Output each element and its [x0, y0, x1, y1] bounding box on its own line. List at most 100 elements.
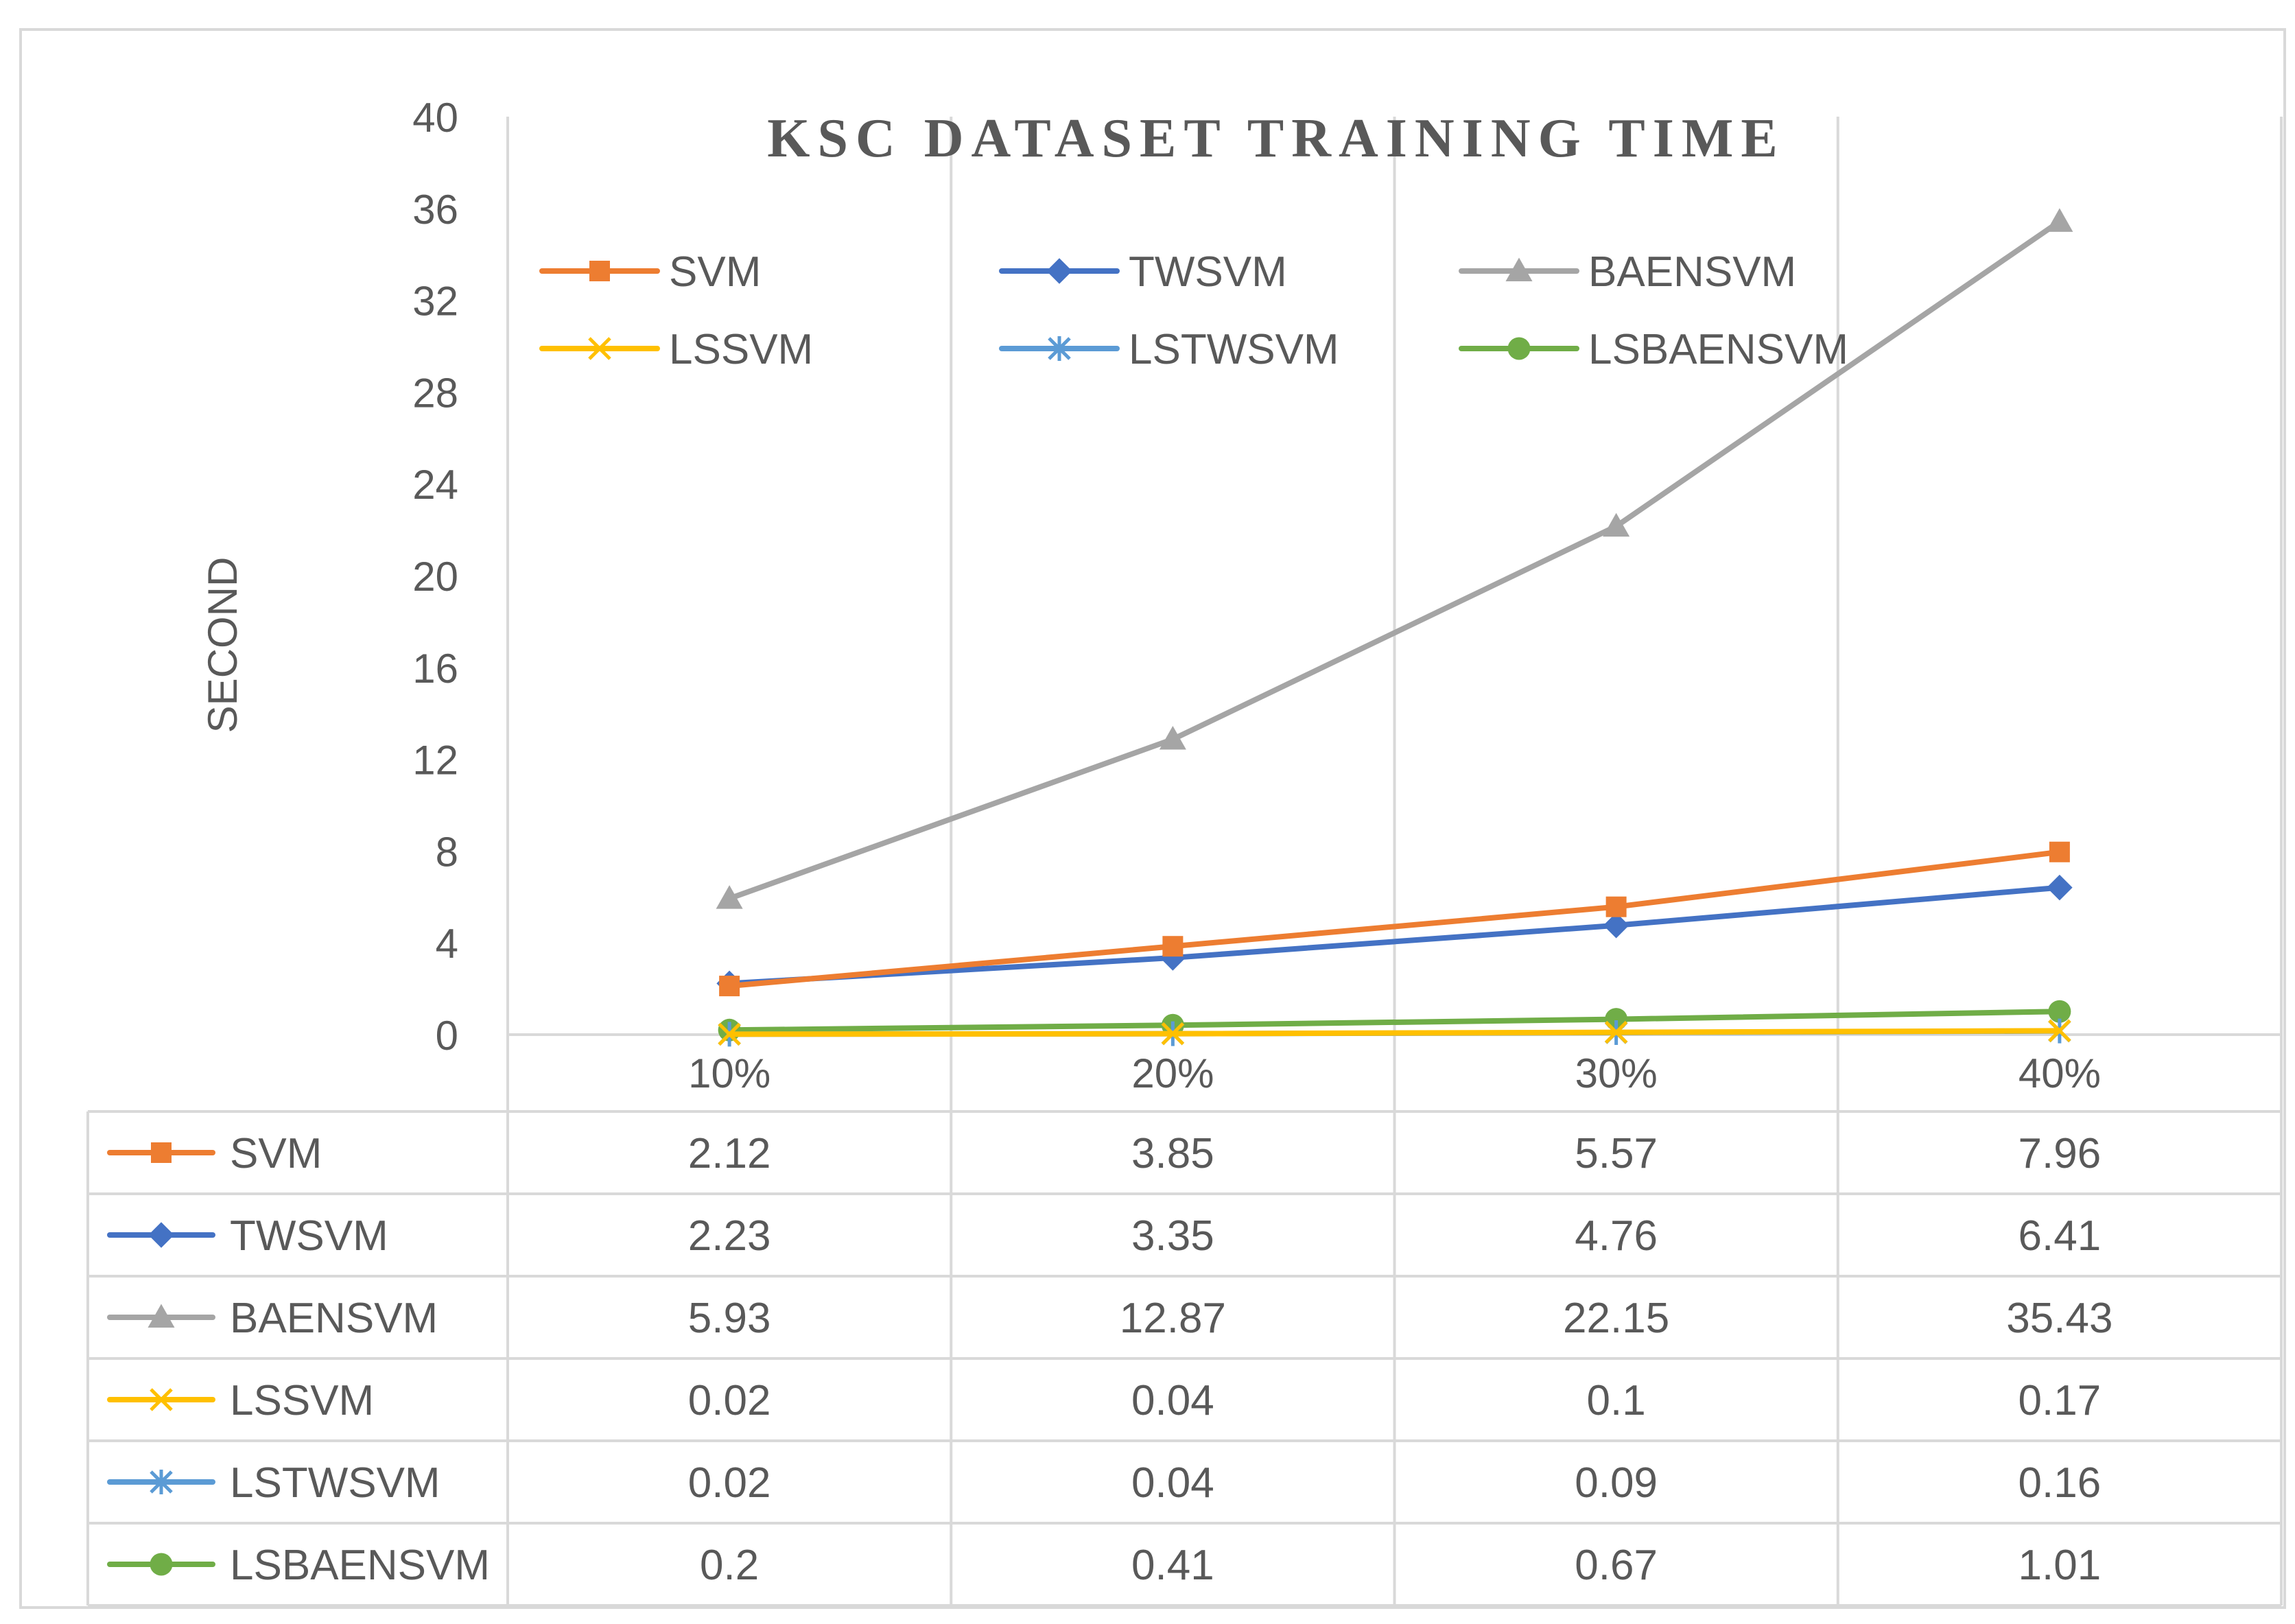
table-cell-value: 5.93 — [688, 1295, 771, 1342]
data-point-marker — [1605, 896, 1627, 917]
table-cell-value: 0.09 — [1575, 1459, 1658, 1507]
data-point-marker — [148, 1304, 175, 1328]
table-cell-value: 1.01 — [2019, 1542, 2102, 1589]
table-cell-value: 2.23 — [688, 1212, 771, 1260]
series-line — [727, 1028, 2062, 1037]
table-cell-value: 2.12 — [688, 1130, 771, 1177]
table-cell-value: 0.16 — [2019, 1459, 2102, 1507]
legend-label: SVM — [669, 248, 761, 296]
data-point-marker — [2047, 874, 2073, 901]
data-point-marker — [1507, 337, 1531, 360]
table-cell-value: 22.15 — [1563, 1295, 1669, 1342]
table-cell-value: 0.17 — [2019, 1377, 2102, 1424]
data-point-marker — [2046, 208, 2073, 232]
table-cell-value: 6.41 — [2019, 1212, 2102, 1260]
legend-item-lstwsvm: LSTWSVM — [999, 326, 1339, 373]
x-axis: 10% 20% 30% 40% — [688, 1050, 2101, 1096]
table-cell-value: 4.76 — [1575, 1212, 1658, 1260]
y-tick-label: 12 — [412, 738, 458, 784]
data-table: SVM 2.12 3.85 5.57 7.96 TWSVM 2.23 3.35 4.76 6.41… — [86, 1110, 2281, 1607]
chart-border — [19, 28, 2286, 1609]
data-point-marker — [589, 261, 610, 281]
table-cell-value: 3.85 — [1131, 1130, 1214, 1177]
y-axis: 0 4 8 12 16 20 24 28 32 36 40 — [412, 95, 458, 1059]
table-row: LSTWSVM 0.02 0.04 0.09 0.16 — [107, 1459, 2102, 1507]
data-point-marker — [719, 976, 740, 997]
table-row-label: LSTWSVM — [230, 1459, 440, 1507]
data-point-marker — [718, 1022, 741, 1046]
legend-item-baensvm: BAENSVM — [1459, 248, 1796, 296]
table-row: BAENSVM 5.93 12.87 22.15 35.43 — [107, 1295, 2112, 1342]
data-point-marker — [588, 337, 611, 360]
x-tick-label: 30% — [1575, 1050, 1658, 1096]
data-point-marker — [1048, 336, 1071, 361]
y-tick-label: 8 — [436, 829, 458, 875]
table-cell-value: 0.1 — [1587, 1377, 1646, 1424]
legend: SVM TWSVM BAENSVM LSSVM LSTWSVM LSBAENSVM — [539, 248, 1848, 373]
series-line — [727, 218, 2062, 902]
table-row: LSBAENSVM 0.2 0.41 0.67 1.01 — [107, 1542, 2102, 1589]
data-point-marker — [1159, 725, 1186, 750]
x-tick-label: 10% — [688, 1050, 770, 1096]
series-svm — [719, 841, 2070, 997]
legend-item-lsbaensvm: LSBAENSVM — [1459, 326, 1848, 373]
data-point-marker — [150, 1553, 173, 1576]
y-tick-label: 20 — [412, 554, 458, 600]
x-tick-label: 20% — [1131, 1050, 1214, 1096]
table-row-label: LSBAENSVM — [230, 1542, 490, 1589]
data-point-marker — [2048, 1019, 2071, 1043]
data-point-marker — [150, 1388, 173, 1411]
table-row: TWSVM 2.23 3.35 4.76 6.41 — [107, 1212, 2102, 1260]
table-cell-value: 35.43 — [2006, 1295, 2112, 1342]
chart-title: KSC DATASET TRAINING TIME — [767, 108, 1785, 169]
data-point-marker — [1162, 936, 1184, 957]
legend-label: BAENSVM — [1588, 248, 1796, 296]
data-point-marker — [716, 885, 743, 909]
data-point-marker — [1046, 258, 1072, 284]
table-cell-value: 0.67 — [1575, 1542, 1658, 1589]
data-point-marker — [151, 1142, 172, 1163]
table-cell-value: 0.41 — [1131, 1542, 1214, 1589]
table-cell-value: 0.04 — [1131, 1377, 1214, 1424]
series-layer — [716, 208, 2073, 1047]
y-tick-label: 4 — [436, 921, 458, 967]
y-tick-label: 24 — [412, 462, 458, 508]
series-lssvm — [718, 1019, 2071, 1046]
y-tick-label: 32 — [412, 279, 458, 325]
y-tick-label: 36 — [412, 187, 458, 233]
table-cell-value: 0.2 — [700, 1542, 759, 1589]
table-row-label: TWSVM — [230, 1212, 388, 1260]
legend-label: LSTWSVM — [1129, 326, 1339, 373]
table-cell-value: 5.57 — [1575, 1130, 1658, 1177]
y-tick-label: 40 — [412, 95, 458, 141]
data-point-marker — [1603, 913, 1629, 939]
table-cell-value: 0.04 — [1131, 1459, 1214, 1507]
series-line — [727, 884, 2062, 987]
table-cell-value: 7.96 — [2019, 1130, 2102, 1177]
y-tick-label: 28 — [412, 370, 458, 416]
data-point-marker — [1505, 257, 1533, 281]
y-axis-label: SECOND — [200, 557, 246, 733]
table-row-label: LSSVM — [230, 1377, 374, 1424]
table-cell-value: 0.02 — [688, 1377, 771, 1424]
legend-label: LSSVM — [669, 326, 813, 373]
table-row-label: BAENSVM — [230, 1295, 438, 1342]
legend-item-lssvm: LSSVM — [539, 326, 813, 373]
table-row: SVM 2.12 3.85 5.57 7.96 — [107, 1130, 2102, 1177]
table-cell-value: 0.02 — [688, 1459, 771, 1507]
table-row: LSSVM 0.02 0.04 0.1 0.17 — [107, 1377, 2102, 1424]
legend-label: TWSVM — [1129, 248, 1287, 296]
legend-label: LSBAENSVM — [1588, 326, 1848, 373]
legend-item-twsvm: TWSVM — [999, 248, 1287, 296]
data-point-marker — [2049, 841, 2070, 862]
legend-item-svm: SVM — [539, 248, 761, 296]
table-cell-value: 12.87 — [1120, 1295, 1226, 1342]
series-line — [727, 849, 2062, 989]
data-point-marker — [150, 1470, 173, 1494]
data-point-marker — [2048, 1000, 2071, 1023]
data-point-marker — [1161, 1022, 1185, 1046]
y-tick-label: 0 — [436, 1013, 458, 1059]
data-point-marker — [148, 1222, 174, 1248]
